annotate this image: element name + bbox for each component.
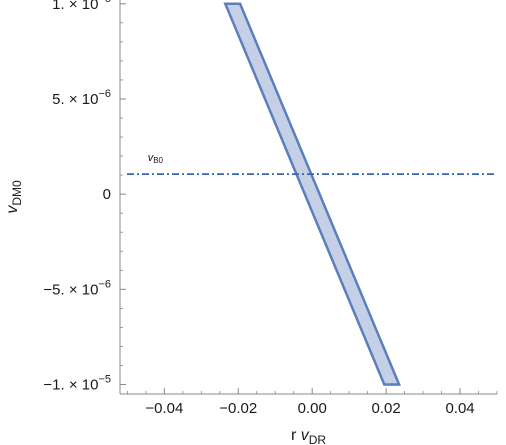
axis-titles: r vDR vDM0 <box>4 180 326 445</box>
y-tick-label: −5. × 10−6 <box>43 278 111 298</box>
x-tick-label: 0.02 <box>372 400 401 417</box>
x-axis-title: r vDR <box>291 427 326 445</box>
y-tick-label: 5. × 10−6 <box>52 88 111 108</box>
y-tick-label: 0 <box>103 186 111 203</box>
reference-line-label: vB0 <box>148 152 164 165</box>
reference-line-layer: vB0 <box>127 152 497 176</box>
allowed-region-band <box>223 2 401 386</box>
y-axis-title: vDM0 <box>4 180 24 214</box>
ticks: −0.04 −0.02 0.00 0.02 0.04 1. × 10−5 5. × 10−6… <box>43 0 498 417</box>
x-tick-label: −0.02 <box>219 400 257 417</box>
x-tick-label: 0.04 <box>445 400 474 417</box>
x-tick-label: 0.00 <box>298 400 327 417</box>
band-layer <box>223 2 401 386</box>
y-tick-label: 1. × 10−5 <box>52 0 111 13</box>
y-tick-label: −1. × 10−5 <box>43 373 111 393</box>
x-tick-label: −0.04 <box>145 400 183 417</box>
